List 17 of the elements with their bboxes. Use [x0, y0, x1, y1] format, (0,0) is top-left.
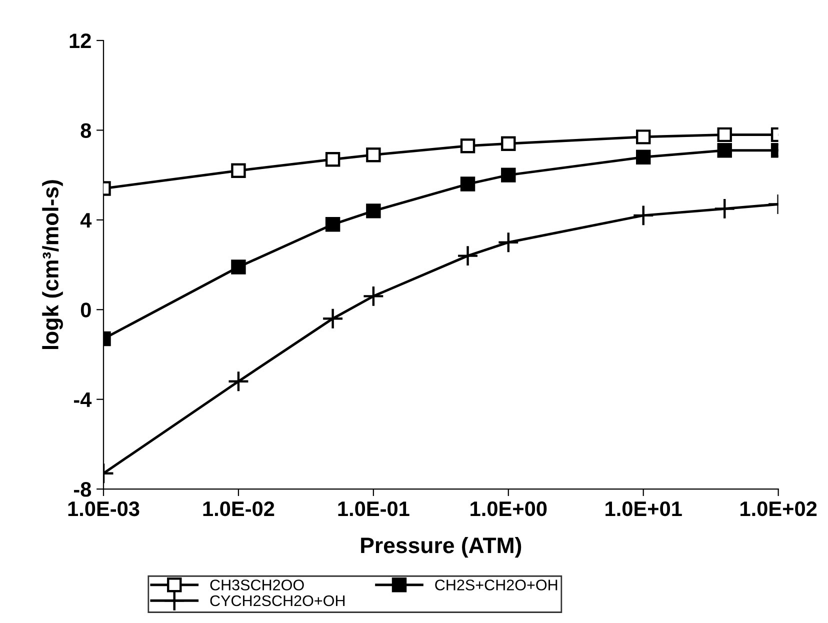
legend-label: CH3SCH2OO: [210, 580, 304, 590]
y-tick-label: 0: [80, 302, 91, 318]
x-tick-label: 1.0E-03: [68, 501, 140, 516]
x-tick-label: 1.0E+00: [470, 501, 547, 516]
x-tick-label: 1.0E-01: [338, 501, 410, 516]
x-tick-label: 1.0E+02: [740, 501, 817, 516]
y-axis-title: logk (cm³/mol-s): [42, 180, 63, 350]
y-tick-label: 8: [80, 123, 92, 138]
legend-label: CYCH2SCH2O+OH: [210, 595, 345, 606]
legend-label: CH2S+CH2O+OH: [435, 580, 558, 590]
y-tick-label: 4: [80, 213, 92, 228]
x-axis-title: Pressure (ATM): [361, 536, 522, 558]
y-tick-label: -8: [74, 482, 92, 497]
y-tick-label: 12: [70, 33, 91, 48]
x-tick-label: 1.0E-02: [203, 501, 274, 516]
x-tick-label: 1.0E+01: [606, 501, 682, 516]
y-tick-label: -4: [74, 392, 92, 407]
